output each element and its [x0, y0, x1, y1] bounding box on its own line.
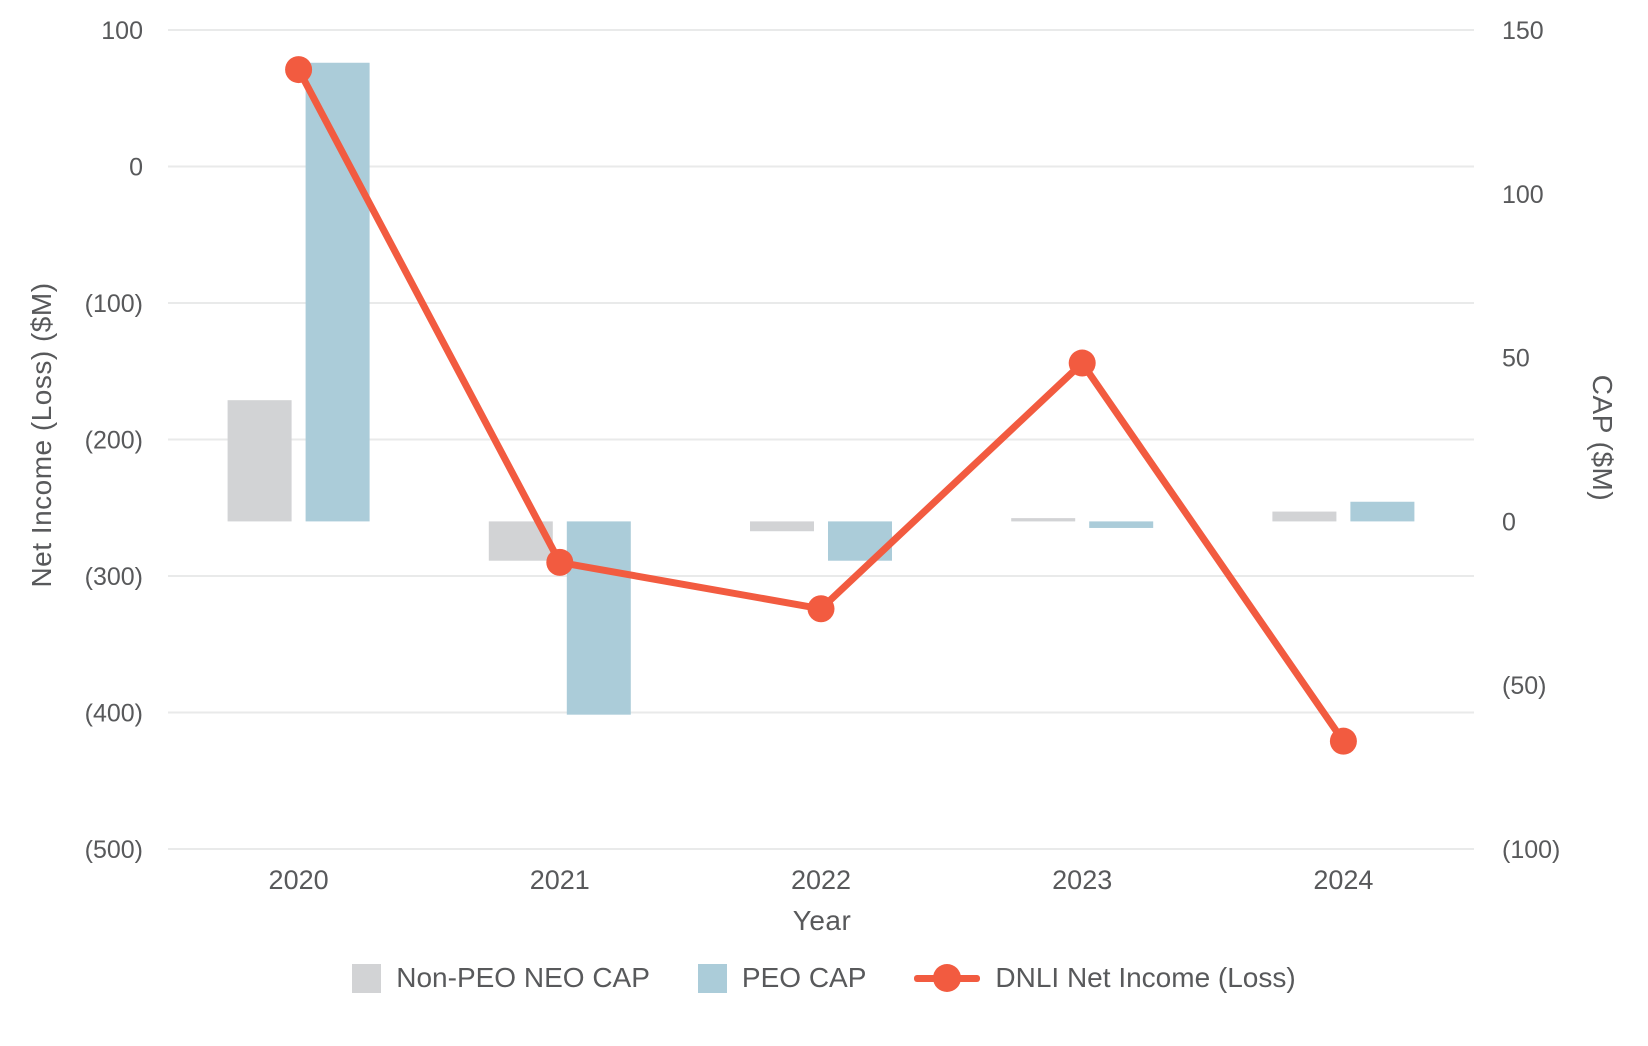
- left-axis-tick-label: 100: [101, 17, 143, 45]
- x-axis-tick-label: 2023: [1052, 865, 1112, 895]
- bar-peo-cap-2021: [566, 521, 631, 715]
- bar-non-peo-neo-cap-2022: [750, 521, 814, 532]
- line-point-2021: [546, 548, 574, 576]
- line-point-2022: [807, 595, 835, 623]
- line-point-2023: [1068, 349, 1096, 377]
- legend-item-dnli-net-income: DNLI Net Income (Loss): [914, 962, 1296, 994]
- left-axis-tick-label: (100): [85, 290, 143, 318]
- bar-peo-cap-2023: [1089, 521, 1154, 528]
- line-point-2020: [285, 56, 313, 84]
- x-axis-tick-label: 2024: [1313, 865, 1373, 895]
- right-axis-tick-label: 50: [1502, 345, 1530, 373]
- left-axis-tick-label: (400): [85, 700, 143, 728]
- bar-non-peo-neo-cap-2024: [1272, 511, 1337, 522]
- peo-cap-swatch: [697, 963, 727, 993]
- legend-label: Non-PEO NEO CAP: [396, 962, 650, 993]
- legend-label: DNLI Net Income (Loss): [995, 962, 1296, 993]
- right-axis-title: CAP ($M): [1587, 374, 1618, 502]
- bar-non-peo-neo-cap-2023: [1011, 518, 1076, 522]
- right-axis-tick-label: 0: [1502, 508, 1516, 536]
- right-axis-tick-label: (50): [1502, 672, 1546, 700]
- line-series-marker-icon: [914, 964, 981, 993]
- left-axis-title: Net Income (Loss) ($M): [26, 282, 57, 588]
- right-axis-tick-label: 100: [1502, 181, 1544, 209]
- bar-peo-cap-2020: [305, 62, 370, 522]
- x-axis-tick-label: 2021: [530, 865, 590, 895]
- right-axis-tick-label: 150: [1502, 17, 1544, 45]
- non-peo-neo-cap-swatch: [352, 963, 382, 993]
- x-axis-tick-label: 2020: [269, 865, 329, 895]
- right-axis-tick-label: (100): [1502, 836, 1560, 864]
- legend-item-non-peo-neo-cap: Non-PEO NEO CAP: [352, 962, 650, 994]
- legend: Non-PEO NEO CAP PEO CAP DNLI Net Income …: [0, 962, 1648, 994]
- left-axis-tick-label: (200): [85, 427, 143, 455]
- left-axis-tick-label: 0: [129, 154, 143, 182]
- x-axis-title: Year: [792, 905, 852, 936]
- legend-item-peo-cap: PEO CAP: [697, 962, 867, 994]
- bar-non-peo-neo-cap-2020: [227, 400, 292, 522]
- line-dnli-net-income-loss: [295, 66, 1347, 745]
- left-axis-tick-label: (300): [85, 563, 143, 591]
- legend-label: PEO CAP: [741, 962, 867, 993]
- x-axis-tick-label: 2022: [791, 865, 851, 895]
- line-point-2024: [1329, 727, 1357, 755]
- left-axis-tick-label: (500): [85, 836, 143, 864]
- bar-peo-cap-2024: [1350, 501, 1415, 522]
